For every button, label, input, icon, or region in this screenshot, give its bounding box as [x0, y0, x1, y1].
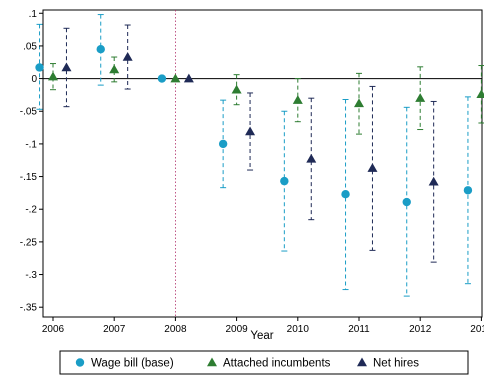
- x-tick-label: 2006: [42, 324, 65, 335]
- legend-label: Wage bill (base): [91, 358, 174, 370]
- data-point: [231, 84, 242, 94]
- data-point: [245, 126, 256, 136]
- data-point: [306, 153, 317, 163]
- legend-marker: [75, 358, 85, 367]
- x-axis-title: Year: [250, 330, 273, 342]
- data-point: [157, 74, 167, 83]
- data-point: [280, 176, 289, 186]
- x-tick-label: 2010: [287, 324, 310, 335]
- data-point: [292, 95, 303, 104]
- y-axis: .1 .05 0 -.05 -.1 -.15 -.2 -.25 -.3 -.35: [20, 9, 43, 314]
- legend: Wage bill (base) Attached incumbents Net h…: [59, 350, 469, 375]
- legend-marker: [357, 357, 367, 367]
- data-point: [61, 62, 72, 72]
- x-axis: 2006 2007 2008 2009 2010 2011 2012 2013: [42, 317, 484, 335]
- data-point: [428, 176, 439, 186]
- data-point: [354, 98, 364, 108]
- y-tick-label: -.15: [20, 172, 38, 183]
- y-tick-label: -.05: [20, 107, 38, 118]
- y-tick-label: 0: [31, 74, 37, 85]
- x-tick-label: 2013: [470, 324, 484, 335]
- data-point: [218, 139, 228, 149]
- y-tick-label: -.35: [20, 303, 38, 314]
- data-point: [48, 71, 58, 81]
- data-point: [415, 93, 426, 102]
- y-tick-label: -.25: [20, 237, 38, 248]
- y-tick-label: -.3: [25, 270, 37, 281]
- y-tick-label: -.1: [25, 139, 37, 150]
- x-tick-label: 2012: [409, 324, 432, 335]
- data-point: [170, 73, 181, 83]
- reference-lines: [43, 10, 482, 317]
- data-point: [96, 44, 105, 54]
- point-estimates: [35, 44, 484, 207]
- data-point: [183, 73, 194, 83]
- legend-marker: [207, 357, 217, 367]
- y-tick-label: .1: [29, 9, 38, 20]
- x-tick-label: 2011: [348, 324, 370, 335]
- data-point: [35, 63, 44, 72]
- data-point: [122, 52, 133, 61]
- data-point: [402, 197, 411, 207]
- y-tick-label: .05: [23, 41, 37, 52]
- data-point: [476, 89, 484, 99]
- legend-box: [59, 350, 469, 375]
- data-point: [109, 64, 120, 74]
- data-point: [463, 186, 473, 195]
- data-point: [367, 163, 378, 172]
- x-tick-label: 2008: [164, 324, 187, 335]
- plot-frame: [42, 9, 483, 318]
- legend-label: Net hires: [373, 358, 419, 370]
- y-tick-label: -.2: [25, 205, 37, 216]
- legend-label: Attached incumbents: [223, 358, 331, 370]
- x-tick-label: 2007: [103, 324, 126, 335]
- x-tick-label: 2009: [225, 324, 248, 335]
- data-point: [341, 190, 350, 199]
